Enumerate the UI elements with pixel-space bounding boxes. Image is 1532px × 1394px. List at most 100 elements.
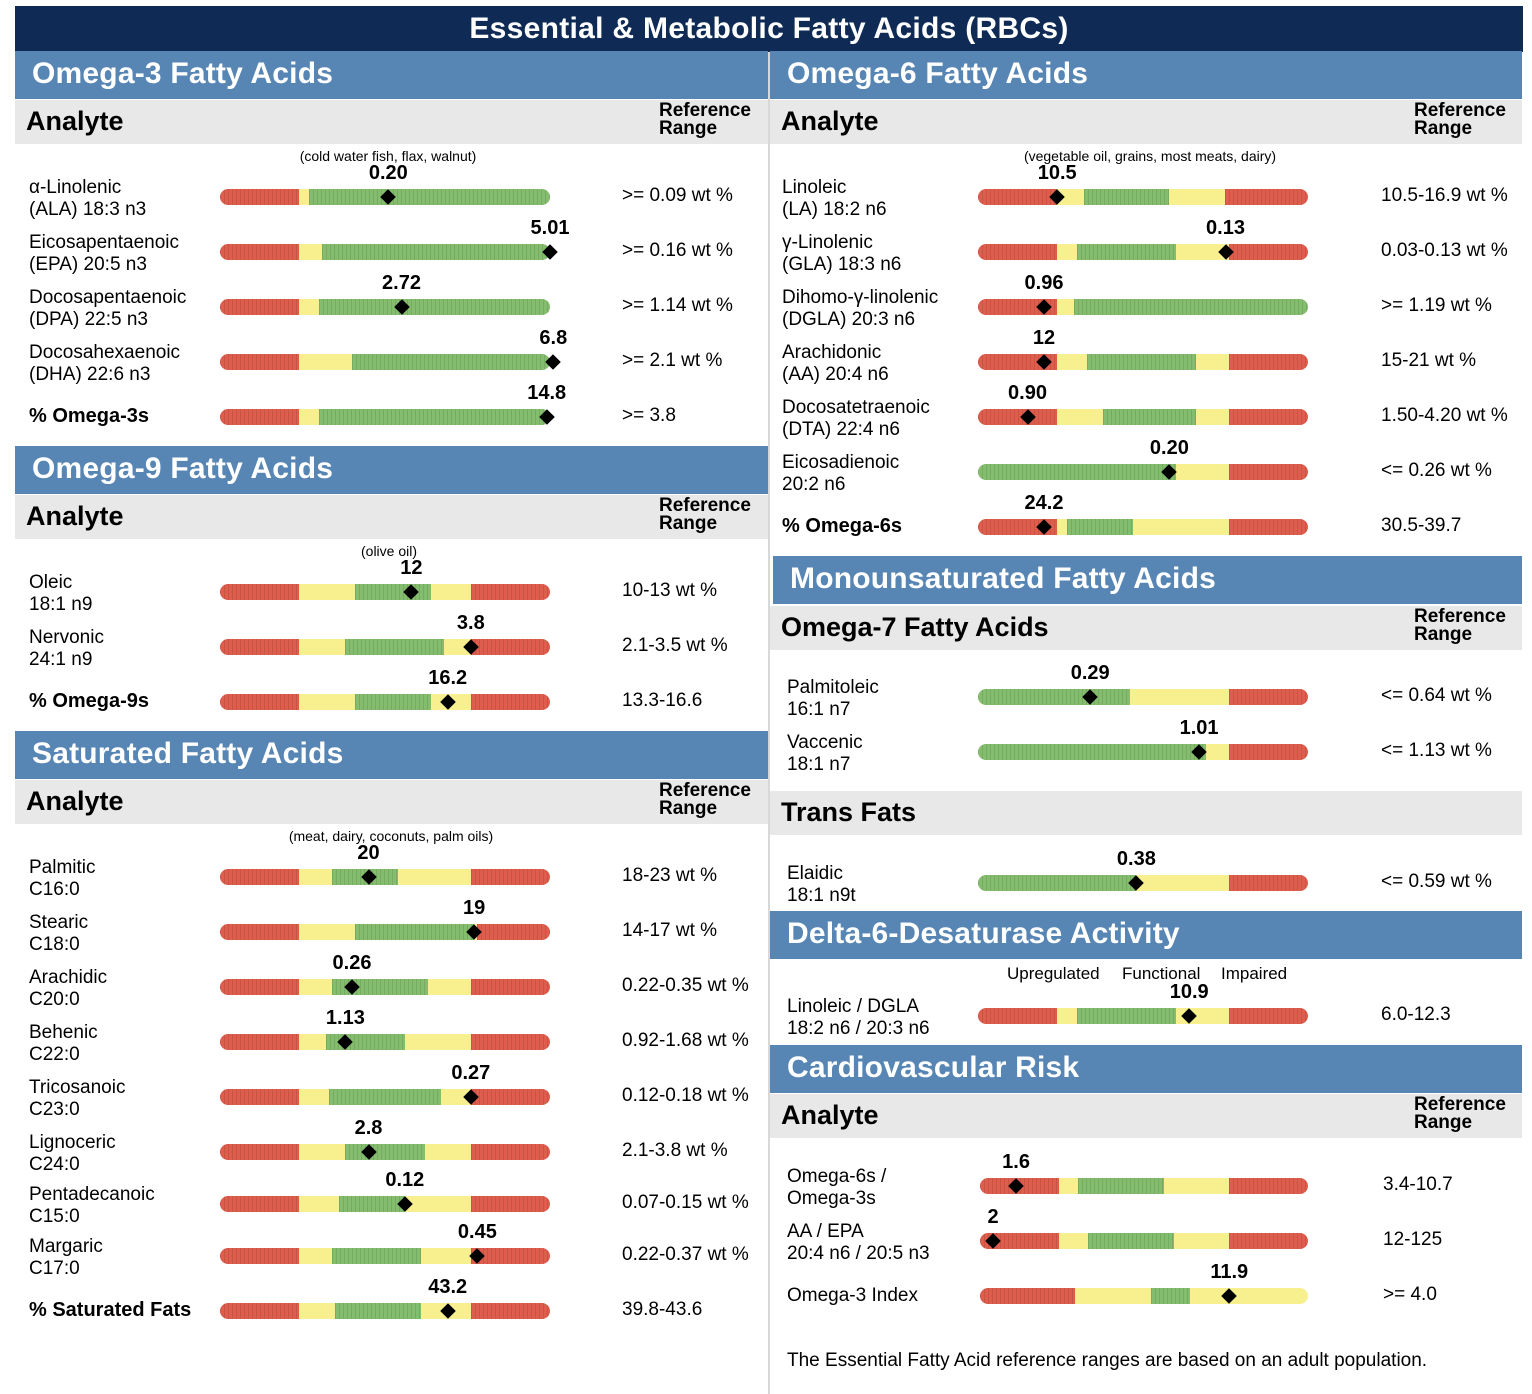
delta6-section-header: Delta-6-Desaturase Activity bbox=[770, 911, 1522, 959]
yellow-zone bbox=[299, 924, 356, 940]
red-zone bbox=[980, 1288, 1076, 1304]
analyte-name: Eicosadienoic bbox=[782, 452, 900, 473]
yellow-zone bbox=[1057, 519, 1068, 535]
red-zone bbox=[1228, 519, 1308, 535]
red-zone bbox=[1228, 464, 1308, 480]
yellow-zone bbox=[1058, 1178, 1079, 1194]
trans-fats-header: Trans Fats bbox=[770, 791, 1522, 835]
range-bar bbox=[978, 689, 1308, 705]
red-zone bbox=[220, 354, 300, 370]
analyte-detail: (EPA) 20:5 n3 bbox=[29, 254, 147, 275]
analyte-name: γ-Linolenic bbox=[782, 232, 873, 253]
analyte-name: Arachidic bbox=[29, 967, 108, 988]
red-zone bbox=[220, 694, 300, 710]
range-bar bbox=[978, 464, 1308, 480]
yellow-zone bbox=[1057, 244, 1077, 260]
reference-range: 1.50-4.20 wt % bbox=[1381, 405, 1508, 426]
omega9-food-note: (olive oil) bbox=[360, 543, 418, 559]
analyte-name: Palmitic bbox=[29, 857, 96, 878]
range-label: Range bbox=[1414, 1112, 1473, 1133]
red-zone bbox=[1225, 189, 1308, 205]
result-value: 5.01 bbox=[530, 217, 570, 239]
omega9-analyte-header: Analyte Reference Range bbox=[15, 495, 768, 539]
saturated-section-header: Saturated Fatty Acids bbox=[15, 731, 768, 779]
analyte-name: % Saturated Fats bbox=[29, 1299, 192, 1321]
range-bar bbox=[220, 1089, 550, 1105]
red-zone bbox=[220, 1144, 300, 1160]
yellow-zone bbox=[299, 584, 356, 600]
reference-range: <= 0.64 wt % bbox=[1381, 685, 1492, 706]
delta6-upregulated-label: Upregulated bbox=[1007, 964, 1100, 983]
reference-range: >= 3.8 bbox=[622, 405, 676, 426]
green-zone bbox=[318, 409, 550, 425]
red-zone bbox=[1228, 689, 1308, 705]
red-zone bbox=[978, 354, 1058, 370]
red-zone bbox=[470, 694, 550, 710]
red-zone bbox=[220, 584, 300, 600]
result-value: 1.01 bbox=[1179, 717, 1219, 739]
red-zone bbox=[220, 1248, 300, 1264]
omega7-header-reference-range-label: Reference Range bbox=[1414, 606, 1506, 645]
analyte-name: Lignoceric bbox=[29, 1132, 116, 1153]
green-zone bbox=[322, 244, 550, 260]
yellow-zone bbox=[1057, 189, 1084, 205]
analyte-name: Linoleic bbox=[782, 177, 847, 198]
red-zone bbox=[470, 1196, 550, 1212]
yellow-zone bbox=[1163, 1178, 1230, 1194]
analyte-name: Margaric bbox=[29, 1236, 103, 1257]
yellow-zone bbox=[1173, 1233, 1230, 1249]
result-value: 10.5 bbox=[1037, 162, 1077, 184]
result-value: 16.2 bbox=[428, 667, 468, 689]
reference-range: 2.1-3.5 wt % bbox=[622, 635, 728, 656]
range-bar bbox=[220, 869, 550, 885]
green-zone bbox=[351, 354, 550, 370]
range-bar bbox=[980, 1288, 1308, 1304]
red-zone bbox=[470, 639, 550, 655]
green-zone bbox=[355, 584, 432, 600]
green-zone bbox=[978, 689, 1130, 705]
reference-range: >= 0.16 wt % bbox=[622, 240, 733, 261]
result-value: 0.26 bbox=[332, 952, 372, 974]
reference-range: 18-23 wt % bbox=[622, 865, 718, 886]
analyte-detail: (DPA) 22:5 n3 bbox=[29, 309, 148, 330]
red-zone bbox=[477, 924, 550, 940]
analyte-name: Dihomo-γ-linolenic bbox=[782, 287, 939, 308]
result-value: 0.45 bbox=[457, 1221, 497, 1243]
analyte-name: Oleic bbox=[29, 572, 73, 593]
red-zone bbox=[1228, 744, 1308, 760]
analyte-detail: (DGLA) 20:3 n6 bbox=[782, 309, 916, 330]
analyte-detail: 18:1 n9 bbox=[29, 594, 93, 615]
yellow-zone bbox=[404, 1196, 471, 1212]
footer-note: The Essential Fatty Acid reference range… bbox=[787, 1350, 1428, 1371]
analyte-detail: C23:0 bbox=[29, 1099, 80, 1120]
range-label: Range bbox=[1414, 624, 1473, 645]
reference-label: Reference bbox=[1414, 606, 1506, 627]
reference-range: 13.3-16.6 bbox=[622, 690, 703, 711]
analyte-detail: 20:2 n6 bbox=[782, 474, 846, 495]
reference-range: 0.07-0.15 wt % bbox=[622, 1192, 749, 1213]
result-value: 3.8 bbox=[456, 612, 485, 634]
omega7-header: Omega-7 Fatty Acids Reference Range bbox=[770, 606, 1522, 650]
analyte-detail: C18:0 bbox=[29, 934, 80, 955]
green-zone bbox=[1086, 354, 1196, 370]
range-bar bbox=[978, 519, 1308, 535]
result-value: 24.2 bbox=[1024, 492, 1064, 514]
red-zone bbox=[470, 979, 550, 995]
green-zone bbox=[1150, 1288, 1190, 1304]
analyte-name: Eicosapentaenoic bbox=[29, 232, 179, 253]
yellow-zone bbox=[1058, 1233, 1089, 1249]
green-zone bbox=[345, 1144, 425, 1160]
analyte-detail: C20:0 bbox=[29, 989, 80, 1010]
red-zone bbox=[220, 244, 300, 260]
range-label: Range bbox=[659, 798, 718, 819]
yellow-zone bbox=[404, 1034, 471, 1050]
yellow-zone bbox=[1057, 1008, 1077, 1024]
green-zone bbox=[328, 1089, 442, 1105]
analyte-name: Elaidic bbox=[787, 863, 843, 884]
cardio-analyte-header-reference-range-label: Reference Range bbox=[1414, 1095, 1506, 1133]
analyte-detail: Omega-3s bbox=[787, 1188, 876, 1209]
saturated-analyte-header: Analyte Reference Range bbox=[15, 780, 768, 824]
yellow-zone bbox=[1189, 1288, 1308, 1304]
monounsaturated-section-header: Monounsaturated Fatty Acids bbox=[773, 556, 1522, 604]
reference-range: 6.0-12.3 bbox=[1381, 1004, 1451, 1025]
